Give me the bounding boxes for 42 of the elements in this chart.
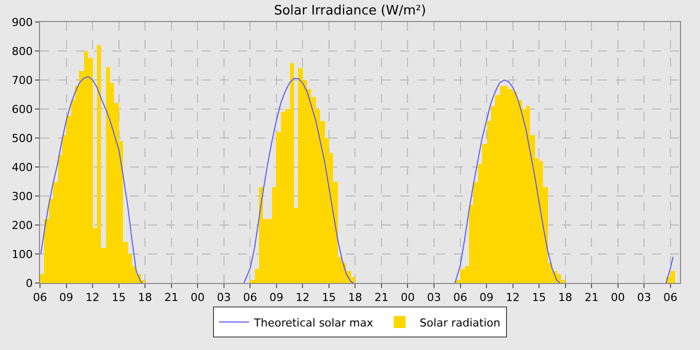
x-tick-label: 15 xyxy=(532,291,546,304)
x-tick-label: 12 xyxy=(296,291,310,304)
x-tick-label: 00 xyxy=(610,291,625,304)
x-tick-label: 09 xyxy=(480,291,494,304)
x-tick-label: 09 xyxy=(59,291,74,304)
y-tick-label: 800 xyxy=(12,44,33,58)
bar xyxy=(670,271,675,283)
x-tick-label: 21 xyxy=(584,291,599,304)
x-tick-label: 18 xyxy=(348,291,362,304)
x-tick-label: 12 xyxy=(86,291,100,304)
y-tick-label: 700 xyxy=(12,74,33,87)
x-tick-label: 03 xyxy=(426,291,441,304)
x-tick-label: 06 xyxy=(243,291,258,304)
x-tick-label: 06 xyxy=(663,291,678,304)
y-tick-label: 300 xyxy=(12,190,33,203)
y-tick-label: 0 xyxy=(26,276,33,290)
y-tick-label: 600 xyxy=(12,102,33,116)
x-tick-label: 06 xyxy=(453,291,468,304)
x-tick-label: 21 xyxy=(164,291,178,304)
x-tick-label: 03 xyxy=(216,291,231,304)
bar xyxy=(298,68,303,283)
x-tick-label: 03 xyxy=(637,291,652,304)
x-tick-label: 15 xyxy=(322,291,336,304)
chart-title: Solar Irradiance (W/m²) xyxy=(274,3,426,18)
x-tick-label: 18 xyxy=(558,291,572,304)
y-tick-label: 900 xyxy=(12,16,33,29)
bar xyxy=(460,269,465,283)
x-tick-label: 06 xyxy=(33,291,47,304)
x-tick-label: 12 xyxy=(506,291,520,304)
legend-label: Solar radiation xyxy=(420,316,500,330)
x-tick-label: 18 xyxy=(138,291,152,304)
x-tick-label: 21 xyxy=(374,291,388,304)
legend-label: Theoretical solar max xyxy=(253,316,374,330)
y-tick-label: 500 xyxy=(12,132,33,145)
x-tick-label: 00 xyxy=(400,291,415,304)
bar xyxy=(508,89,513,283)
x-tick-label: 00 xyxy=(190,291,205,304)
y-tick-label: 100 xyxy=(12,248,33,261)
y-tick-label: 200 xyxy=(12,218,33,232)
x-tick-label: 09 xyxy=(269,291,284,304)
y-tick-label: 400 xyxy=(12,160,33,174)
x-tick-label: 15 xyxy=(112,291,126,304)
